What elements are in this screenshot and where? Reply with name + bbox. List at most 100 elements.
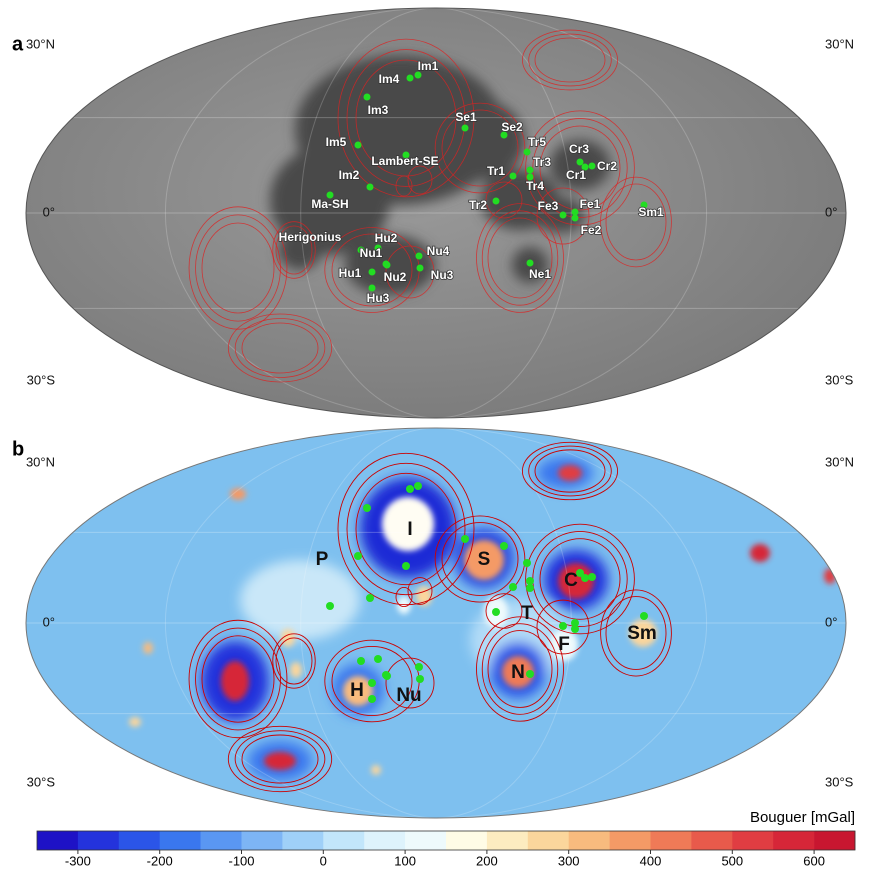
site-dot [384,262,391,269]
site-label: Sm1 [638,205,664,219]
site-dot [406,485,414,493]
basin-label: F [558,634,570,655]
colorbar-band [487,831,528,850]
colorbar-band [610,831,651,850]
site-dot [526,584,534,592]
colorbar-band [569,831,610,850]
site-label: Hu3 [367,291,390,305]
lat-label: 0° [43,614,55,629]
lat-label: 30°N [26,36,55,51]
site-label: Nu1 [360,246,383,260]
site-label: Fe2 [581,223,602,237]
lat-label: 0° [825,614,837,629]
site-label: Fe1 [580,197,601,211]
site-dot [500,542,508,550]
site-dot [416,253,423,260]
site-dot [366,594,374,602]
site-dot [383,672,391,680]
site-dot [510,173,517,180]
site-dot [526,670,534,678]
site-dot [526,577,534,585]
site-dot [415,663,423,671]
site-dot [581,574,589,582]
site-label: Im5 [326,135,347,149]
site-dot [367,184,374,191]
basin-label: H [350,680,364,701]
site-label: Lambert-SE [371,154,438,168]
site-dot [326,602,334,610]
basin-label: N [511,662,525,683]
site-dot [407,75,414,82]
site-dot [368,679,376,687]
site-dot [416,675,424,683]
site-dot [524,149,531,156]
colorbar-title: Bouguer [mGal] [750,809,855,826]
site-label: Ma-SH [311,197,348,211]
basin-label: I [407,519,412,540]
basin-label: C [564,570,578,591]
colorbar-band [732,831,773,850]
site-dot [414,482,422,490]
panel-label: b [12,438,24,460]
site-dot [493,198,500,205]
site-label: Se1 [455,110,477,124]
site-label: Im3 [368,103,389,117]
site-label: Im4 [379,72,400,86]
map-background [20,420,860,830]
site-label: Nu2 [384,270,407,284]
colorbar-band [446,831,487,850]
site-dot [589,163,596,170]
site-dot [523,559,531,567]
site-label: Tr5 [528,135,546,149]
lat-label: 0° [825,204,837,219]
site-dot [572,215,579,222]
site-dot [640,612,648,620]
site-label: Cr2 [597,159,617,173]
site-dot [588,573,596,581]
site-dot [461,535,469,543]
colorbar-tick-label: -300 [65,853,91,868]
colorbar-band [282,831,323,850]
colorbar-band [773,831,814,850]
site-label: Herigonius [279,230,342,244]
site-dot [374,655,382,663]
colorbar-band [405,831,446,850]
basin-label: T [521,603,533,624]
site-dot [364,94,371,101]
site-dot [354,552,362,560]
lat-label: 0° [43,204,55,219]
colorbar-tick-label: 600 [803,853,825,868]
site-dot [357,657,365,665]
colorbar-band [201,831,242,850]
site-label: Im1 [418,59,439,73]
colorbar-tick-label: 500 [721,853,743,868]
site-dot [572,209,579,216]
colorbar-tick-label: 100 [394,853,416,868]
basin-label: S [478,549,491,570]
lat-label: 30°S [27,774,56,789]
basin-label: Nu [396,685,421,706]
colorbar-tick-label: -200 [147,853,173,868]
colorbar-band [528,831,569,850]
colorbar-band [119,831,160,850]
site-dot [560,212,567,219]
site-dot [571,625,579,633]
colorbar-band [323,831,364,850]
site-dot [559,622,567,630]
site-label: Cr3 [569,142,589,156]
site-label: Ne1 [529,267,551,281]
lat-label: 30°S [825,774,854,789]
site-dot [368,695,376,703]
lat-label: 30°N [26,455,55,470]
gravity-map [0,420,873,830]
site-label: Se2 [501,120,523,134]
site-label: Fe3 [538,199,559,213]
basin-label: Sm [627,623,657,644]
colorbar-band [691,831,732,850]
site-dot [492,608,500,616]
site-dot [369,269,376,276]
site-dot [402,562,410,570]
site-label: Tr1 [487,164,505,178]
basin-label: P [316,549,329,570]
site-dot [577,159,584,166]
